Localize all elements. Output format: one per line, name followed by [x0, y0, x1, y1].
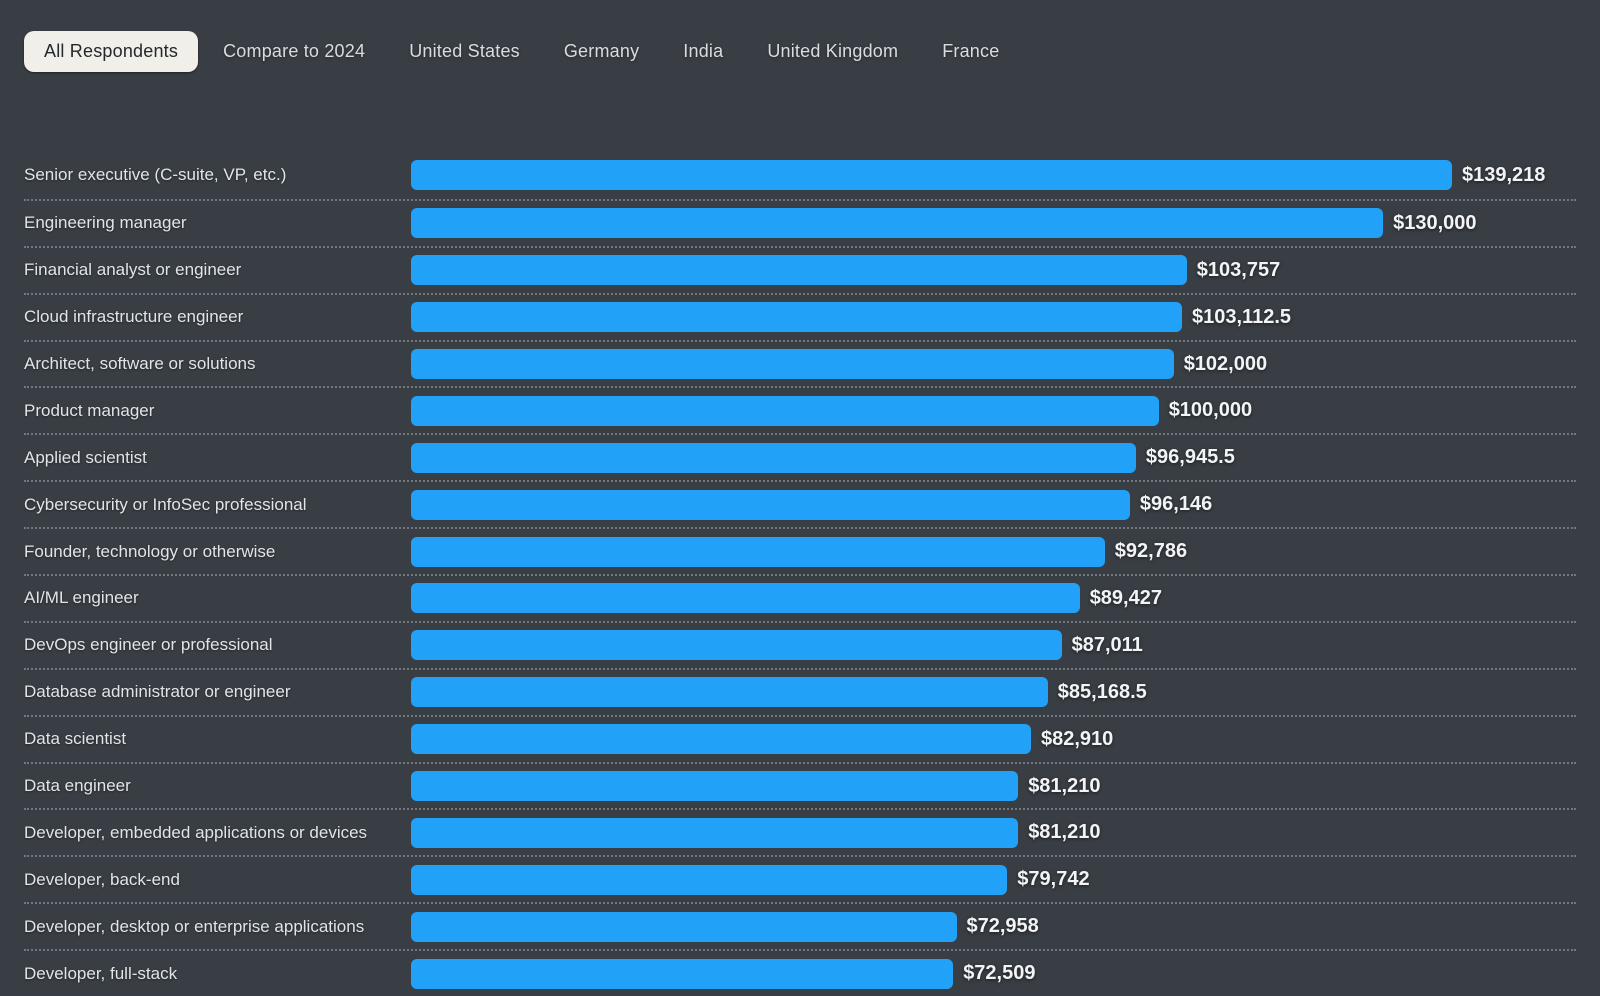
chart-row: Financial analyst or engineer $103,757: [24, 245, 1576, 293]
category-label: Database administrator or engineer: [24, 682, 291, 702]
category-label: Engineering manager: [24, 213, 187, 233]
tab-india[interactable]: India: [683, 41, 724, 61]
chart-row: AI/ML engineer $89,427: [24, 574, 1576, 621]
salary-bar[interactable]: [411, 817, 1019, 848]
bar-area: $102,000: [411, 349, 1576, 379]
chart-row: Database administrator or engineer $85,1…: [24, 667, 1576, 715]
value-label: $85,168.5: [1057, 680, 1147, 703]
chart-row: Senior executive (C-suite, VP, etc.) $13…: [24, 152, 1576, 199]
salary-bar[interactable]: [411, 958, 954, 989]
value-label: $81,210: [1028, 774, 1101, 797]
salary-bar[interactable]: [411, 864, 1008, 895]
category-label: Founder, technology or otherwise: [24, 541, 276, 561]
salary-bar[interactable]: [411, 255, 1187, 286]
salary-bar[interactable]: [411, 771, 1019, 802]
category-label: Data engineer: [24, 776, 131, 796]
chart-row: Developer, desktop or enterprise applica…: [24, 902, 1576, 949]
value-label: $130,000: [1393, 211, 1477, 234]
bar-area: $89,427: [411, 583, 1576, 614]
salary-bar[interactable]: [411, 630, 1062, 661]
bar-area: $96,146: [411, 489, 1576, 520]
tab-all-respondents[interactable]: All Respondents: [24, 31, 199, 72]
bar-area: $139,218: [411, 160, 1576, 191]
salary-bar[interactable]: [411, 583, 1080, 614]
chart-row: Applied scientist $96,945.5: [24, 433, 1576, 480]
value-label: $72,509: [963, 962, 1036, 985]
category-label: Data scientist: [24, 729, 127, 749]
salary-bar[interactable]: [411, 160, 1452, 191]
value-label: $96,146: [1139, 493, 1213, 516]
value-label: $89,427: [1089, 586, 1162, 609]
bar-area: $87,011: [411, 630, 1576, 661]
value-label: $82,910: [1041, 727, 1114, 750]
value-label: $103,112.5: [1192, 305, 1291, 328]
category-label: Architect, software or solutions: [24, 354, 256, 373]
bar-area: $130,000: [411, 208, 1576, 239]
value-label: $103,757: [1196, 258, 1281, 281]
value-label: $79,742: [1017, 868, 1090, 891]
tab-united-kingdom[interactable]: United Kingdom: [767, 41, 899, 61]
chart-row: Data scientist $82,910: [24, 714, 1576, 762]
bar-area: $100,000: [411, 395, 1576, 426]
chart-row: Founder, technology or otherwise $92,786: [24, 527, 1576, 574]
tab-bar: All Respondents Compare to 2024 United Sta…: [0, 0, 1600, 73]
bar-area: $72,958: [411, 911, 1576, 942]
salary-bar[interactable]: [411, 302, 1182, 333]
value-label: $81,210: [1028, 821, 1101, 844]
category-label: Applied scientist: [24, 447, 147, 467]
bar-area: $103,112.5: [411, 302, 1576, 333]
bar-area: $82,910: [411, 724, 1576, 755]
bar-area: $85,168.5: [411, 677, 1576, 708]
salary-bar[interactable]: [411, 349, 1174, 379]
chart-row: Product manager $100,000: [24, 386, 1576, 433]
category-label: Senior executive (C-suite, VP, etc.): [24, 165, 287, 185]
chart-row: Engineering manager $130,000: [24, 198, 1576, 246]
value-label: $139,218: [1462, 163, 1546, 186]
salary-bar[interactable]: [411, 724, 1031, 755]
salary-bar[interactable]: [411, 442, 1136, 473]
value-label: $92,786: [1114, 540, 1188, 563]
salary-bar[interactable]: [411, 536, 1105, 567]
bar-area: $92,786: [411, 536, 1576, 567]
category-label: DevOps engineer or professional: [24, 635, 273, 655]
value-label: $87,011: [1071, 633, 1143, 656]
chart-row: Cloud infrastructure engineer $103,112.5: [24, 292, 1576, 340]
category-label: Developer, full-stack: [24, 963, 178, 983]
bar-area: $103,757: [411, 255, 1576, 286]
salary-bar[interactable]: [411, 489, 1130, 520]
category-label: Developer, desktop or enterprise applica…: [24, 916, 365, 936]
category-label: Developer, embedded applications or devi…: [24, 822, 368, 842]
category-label: Product manager: [24, 400, 155, 420]
salary-bar[interactable]: [411, 911, 957, 942]
bar-area: $72,509: [411, 958, 1576, 989]
category-label: AI/ML engineer: [24, 588, 139, 608]
bar-area: $96,945.5: [411, 442, 1576, 473]
category-label: Cloud infrastructure engineer: [24, 307, 244, 327]
chart-row: DevOps engineer or professional $87,011: [24, 620, 1576, 668]
value-label: $100,000: [1168, 399, 1253, 422]
salary-bar[interactable]: [411, 208, 1384, 239]
bar-area: $81,210: [411, 771, 1576, 802]
value-label: $102,000: [1183, 352, 1268, 375]
salary-bar[interactable]: [411, 677, 1048, 708]
chart-row: Developer, back-end $79,742: [24, 855, 1576, 902]
tab-germany[interactable]: Germany: [563, 41, 640, 61]
tab-compare-to-2024[interactable]: Compare to 2024: [223, 41, 366, 61]
bar-area: $81,210: [411, 817, 1576, 848]
salary-bar-chart: Senior executive (C-suite, VP, etc.) $13…: [0, 152, 1600, 996]
salary-bar[interactable]: [411, 395, 1159, 426]
value-label: $72,958: [966, 915, 1039, 938]
value-label: $96,945.5: [1145, 446, 1235, 469]
tab-united-states[interactable]: United States: [409, 41, 520, 61]
chart-row: Developer, embedded applications or devi…: [24, 808, 1576, 855]
chart-row: Architect, software or solutions $102,00…: [24, 339, 1576, 387]
chart-row: Developer, full-stack $72,509: [24, 949, 1576, 996]
tab-france[interactable]: France: [942, 41, 1000, 61]
bar-area: $79,742: [411, 864, 1576, 895]
category-label: Developer, back-end: [24, 869, 180, 889]
category-label: Financial analyst or engineer: [24, 260, 242, 280]
category-label: Cybersecurity or InfoSec professional: [24, 494, 307, 514]
chart-row: Data engineer $81,210: [24, 761, 1576, 809]
chart-row: Cybersecurity or InfoSec professional $9…: [24, 480, 1576, 527]
